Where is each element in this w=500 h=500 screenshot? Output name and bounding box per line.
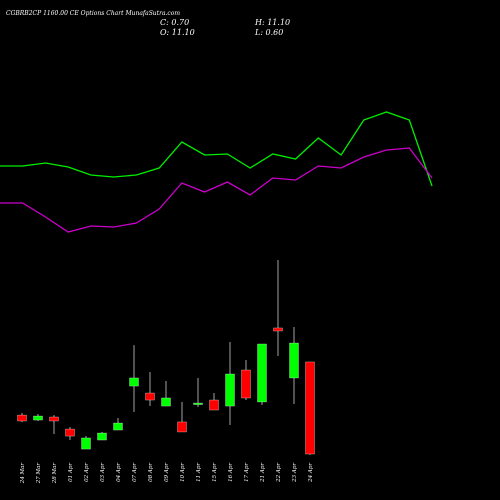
x-tick-label: 27 Mar <box>36 463 42 485</box>
stat-label: C: 0.70 <box>160 18 189 27</box>
x-tick-label: 01 Apr <box>68 463 74 482</box>
candle-body <box>129 377 139 387</box>
x-tick-label: 10 Apr <box>180 463 186 482</box>
candle-body <box>225 373 235 407</box>
x-tick-label: 04 Apr <box>116 463 122 482</box>
x-tick-label: 24 Mar <box>20 463 26 485</box>
candle-body <box>17 414 27 422</box>
candle-body <box>209 399 219 411</box>
x-tick-label: 28 Mar <box>52 463 58 485</box>
candle-body <box>113 422 123 431</box>
x-tick-label: 24 Apr <box>308 463 314 483</box>
x-tick-label: 22 Apr <box>276 463 282 483</box>
x-tick-label: 16 Apr <box>228 463 234 482</box>
x-tick-label: 23 Apr <box>292 463 298 483</box>
candle-body <box>193 402 203 405</box>
candle-body <box>65 428 75 437</box>
candle-body <box>97 432 107 441</box>
candle-body <box>49 416 59 422</box>
x-tick-label: 17 Apr <box>244 463 250 482</box>
x-tick-label: 07 Apr <box>132 463 138 482</box>
x-tick-label: 08 Apr <box>148 463 154 482</box>
candle-body <box>289 342 299 379</box>
stat-label: H: 11.10 <box>254 18 290 27</box>
candle-body <box>177 421 187 433</box>
x-tick-label: 15 Apr <box>212 463 218 482</box>
candle-body <box>241 369 251 399</box>
x-tick-label: 03 Apr <box>100 463 106 482</box>
x-tick-label: 21 Apr <box>260 463 266 483</box>
candle-body <box>145 392 155 401</box>
indicator-line <box>0 111 433 187</box>
candle-body <box>81 437 91 450</box>
x-tick-label: 11 Apr <box>196 463 202 482</box>
indicator-line <box>0 147 433 233</box>
candle-body <box>305 361 315 455</box>
stat-label: O: 11.10 <box>160 28 195 37</box>
candle-body <box>273 327 283 332</box>
x-tick-label: 09 Apr <box>164 463 170 482</box>
candle-body <box>257 343 267 403</box>
x-tick-label: 02 Apr <box>84 463 90 482</box>
candle-body <box>161 397 171 407</box>
stat-label: L: 0.60 <box>254 28 283 37</box>
candle-body <box>33 415 43 421</box>
chart-title: CGBRB2CP 1160.00 CE Options Chart Munafa… <box>6 10 180 17</box>
